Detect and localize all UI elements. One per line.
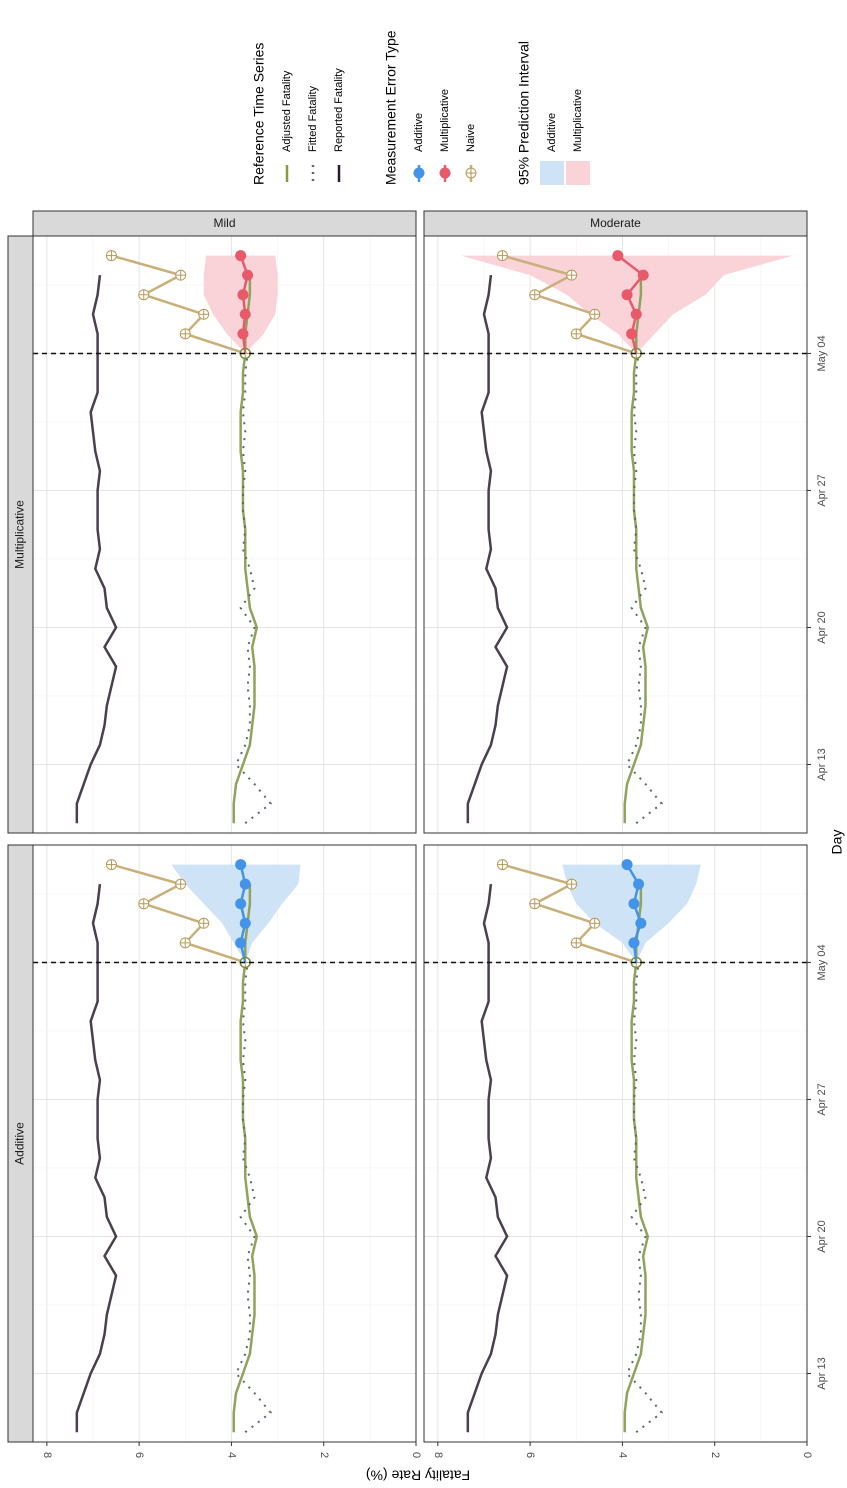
legend-label: Additive bbox=[413, 113, 425, 152]
prediction-band bbox=[203, 255, 278, 354]
x-tick-label: Apr 13 bbox=[816, 748, 828, 780]
prediction-band bbox=[562, 864, 701, 963]
legend-key-band bbox=[566, 161, 590, 185]
facet-panel bbox=[32, 844, 417, 1443]
forecast-point bbox=[237, 289, 249, 301]
x-tick-label: May 04 bbox=[816, 335, 828, 371]
legend-label: Multiplicative bbox=[572, 89, 584, 152]
forecast-point bbox=[635, 917, 647, 929]
legend-title: Reference Time Series bbox=[251, 43, 267, 185]
panel-border bbox=[32, 844, 417, 1443]
forecast-point bbox=[621, 859, 633, 871]
panel-background bbox=[33, 845, 416, 1442]
forecast-point bbox=[235, 859, 247, 871]
y-tick-label: 6 bbox=[133, 1452, 145, 1458]
naive-line bbox=[502, 254, 637, 355]
facet-panel bbox=[423, 844, 808, 1443]
legend-key-band bbox=[540, 161, 564, 185]
forecast-point bbox=[239, 878, 251, 890]
forecast-point bbox=[235, 898, 247, 910]
forecast-point bbox=[621, 289, 633, 301]
fitted-fatality-line bbox=[234, 962, 273, 1434]
y-tick-label: 4 bbox=[617, 1452, 629, 1458]
legend-label: Additive bbox=[546, 113, 558, 152]
adjusted-fatality-line bbox=[232, 884, 259, 1433]
forecast-point bbox=[239, 308, 251, 320]
legend-label: Adjusted Fatality bbox=[281, 70, 293, 152]
row-strip bbox=[32, 210, 417, 237]
y-axis-title: Fatality Rate (%) bbox=[366, 1467, 470, 1483]
x-axis-title: Day bbox=[829, 830, 845, 855]
x-tick-label: Apr 27 bbox=[816, 1083, 828, 1115]
reported-fatality-line bbox=[75, 884, 118, 1433]
y-tick-label: 0 bbox=[801, 1452, 813, 1458]
reported-fatality-line bbox=[75, 275, 118, 824]
legend-title: 95% Prediction Interval bbox=[516, 41, 532, 185]
forecast-point bbox=[237, 328, 249, 340]
forecast-point bbox=[235, 250, 247, 262]
column-strip-label: Multiplicative bbox=[13, 500, 27, 569]
adjusted-fatality-line bbox=[623, 884, 650, 1433]
naive-line bbox=[111, 254, 246, 355]
forecast-point bbox=[239, 917, 251, 929]
fitted-fatality-line bbox=[625, 962, 664, 1434]
row-strip-label: Mild bbox=[213, 216, 235, 230]
forecast-point bbox=[242, 269, 254, 281]
row-strip-label: Moderate bbox=[590, 216, 641, 230]
y-tick-label: 2 bbox=[709, 1452, 721, 1458]
naive-line bbox=[502, 863, 637, 964]
panel-border bbox=[32, 235, 417, 834]
fitted-fatality-line bbox=[625, 353, 664, 825]
legend-key-point bbox=[413, 167, 425, 179]
forecast-point bbox=[637, 269, 649, 281]
fitted-fatality-line bbox=[234, 353, 273, 825]
legend-key-point bbox=[439, 167, 451, 179]
x-tick-label: May 04 bbox=[816, 944, 828, 980]
y-tick-label: 2 bbox=[318, 1452, 330, 1458]
column-strip bbox=[7, 235, 34, 834]
forecast-point bbox=[630, 308, 642, 320]
legend-title: Measurement Error Type bbox=[383, 30, 399, 185]
row-strip bbox=[423, 210, 808, 237]
naive-line bbox=[111, 863, 246, 964]
panel-border bbox=[423, 235, 808, 834]
forecast-point bbox=[628, 898, 640, 910]
reported-fatality-line bbox=[466, 275, 509, 824]
adjusted-fatality-line bbox=[623, 275, 650, 824]
y-tick-label: 6 bbox=[524, 1452, 536, 1458]
legend-label: Multiplicative bbox=[439, 89, 451, 152]
prediction-band bbox=[171, 864, 301, 963]
legend-label: Naive bbox=[465, 124, 477, 152]
legend-label: Fitted Fatality bbox=[307, 85, 319, 152]
forecast-point bbox=[633, 878, 645, 890]
y-tick-label: 8 bbox=[41, 1452, 53, 1458]
prediction-band bbox=[460, 255, 794, 354]
x-tick-label: Apr 20 bbox=[816, 1220, 828, 1252]
column-strip bbox=[7, 844, 34, 1443]
forecast-point bbox=[235, 937, 247, 949]
adjusted-fatality-line bbox=[232, 275, 259, 824]
y-tick-label: 4 bbox=[226, 1452, 238, 1458]
forecast-point bbox=[628, 937, 640, 949]
forecast-point bbox=[626, 328, 638, 340]
x-tick-label: Apr 20 bbox=[816, 611, 828, 643]
panel-border bbox=[423, 844, 808, 1443]
y-tick-label: 0 bbox=[410, 1452, 422, 1458]
y-tick-label: 8 bbox=[432, 1452, 444, 1458]
facet-panel bbox=[32, 235, 417, 834]
column-strip-label: Additive bbox=[13, 1122, 27, 1165]
facet-panel bbox=[423, 235, 808, 834]
x-tick-label: Apr 27 bbox=[816, 474, 828, 506]
x-tick-label: Apr 13 bbox=[816, 1357, 828, 1389]
forecast-point bbox=[612, 250, 624, 262]
legend-label: Reported Fatality bbox=[333, 68, 345, 152]
reported-fatality-line bbox=[466, 884, 509, 1433]
